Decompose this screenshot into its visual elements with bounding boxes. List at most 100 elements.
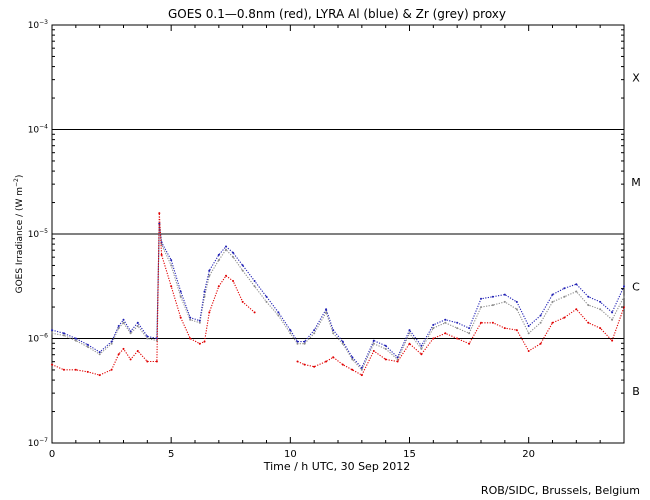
series-1f1fb4 xyxy=(51,222,625,369)
data-point xyxy=(384,358,387,361)
data-point xyxy=(575,290,578,293)
data-point xyxy=(372,350,375,352)
x-tick-label: 10 xyxy=(284,449,297,460)
data-point xyxy=(456,337,459,340)
data-point xyxy=(62,368,65,371)
data-point xyxy=(611,311,614,314)
data-point xyxy=(303,342,306,345)
data-point xyxy=(384,347,387,350)
data-point xyxy=(158,222,161,225)
data-point xyxy=(515,329,518,332)
data-point xyxy=(198,319,201,322)
data-point xyxy=(122,347,125,350)
data-point xyxy=(351,356,354,359)
data-point xyxy=(313,329,316,332)
y-tick-label: 10−5 xyxy=(28,228,48,240)
data-point xyxy=(158,212,161,215)
data-point xyxy=(360,374,363,377)
data-point xyxy=(444,332,447,335)
data-point xyxy=(74,339,77,342)
data-point xyxy=(117,325,120,327)
data-point xyxy=(253,285,256,288)
data-point xyxy=(515,300,518,303)
data-point xyxy=(98,374,101,377)
series-trace xyxy=(51,223,625,369)
data-point xyxy=(51,332,53,335)
data-point xyxy=(372,339,375,342)
data-point xyxy=(225,274,227,277)
data-point xyxy=(551,300,554,303)
data-point xyxy=(74,337,77,340)
data-point xyxy=(51,329,53,332)
flare-class-label: B xyxy=(632,385,640,398)
data-point xyxy=(551,321,554,324)
data-point xyxy=(599,308,602,311)
data-point xyxy=(351,368,354,371)
data-point xyxy=(351,358,354,361)
data-point xyxy=(170,285,173,288)
data-point xyxy=(432,337,435,340)
data-point xyxy=(98,353,101,356)
data-point xyxy=(170,264,173,267)
data-point xyxy=(551,293,554,296)
flare-class-label: X xyxy=(632,71,640,84)
data-point xyxy=(170,259,173,262)
flare-class-lines xyxy=(52,129,624,339)
data-point xyxy=(599,327,602,330)
data-point xyxy=(62,332,65,335)
data-point xyxy=(587,295,590,298)
data-point xyxy=(110,368,113,371)
data-point xyxy=(563,295,566,298)
data-point xyxy=(277,311,280,314)
data-point xyxy=(296,360,299,363)
data-point xyxy=(129,330,132,333)
data-point xyxy=(503,293,506,296)
data-point xyxy=(117,353,120,356)
flare-class-label: M xyxy=(631,176,641,189)
data-point xyxy=(232,280,235,282)
y-tick-label: 10−7 xyxy=(28,437,48,449)
data-point xyxy=(198,321,201,324)
data-point xyxy=(341,340,344,343)
data-point xyxy=(491,295,494,298)
y-axis-label-sup: −2 xyxy=(13,178,20,187)
data-point xyxy=(332,356,335,359)
x-tick-label: 0 xyxy=(49,449,55,460)
data-point xyxy=(179,295,182,298)
data-point xyxy=(468,332,471,335)
data-point xyxy=(527,332,530,335)
data-point xyxy=(241,300,244,303)
data-point xyxy=(332,329,335,332)
data-point xyxy=(217,285,220,288)
data-point xyxy=(155,360,158,363)
data-point xyxy=(253,311,256,314)
data-point xyxy=(74,368,77,371)
data-point xyxy=(313,332,316,335)
data-point xyxy=(136,321,139,324)
data-point xyxy=(179,290,182,293)
data-point xyxy=(225,248,227,251)
data-point xyxy=(296,342,299,345)
y-axis-label-close: ) xyxy=(15,175,25,179)
data-point xyxy=(408,329,411,332)
data-point xyxy=(189,337,192,340)
data-point xyxy=(189,318,192,321)
data-point xyxy=(289,329,292,332)
data-point xyxy=(129,358,132,361)
data-point xyxy=(98,351,101,354)
data-point xyxy=(296,340,299,343)
data-point xyxy=(527,350,530,352)
data-point xyxy=(241,264,244,267)
data-point xyxy=(503,327,506,330)
data-point xyxy=(155,339,158,342)
x-axis-ticks: 0 5 10 15 20 xyxy=(49,25,625,460)
data-point xyxy=(146,337,149,340)
data-point xyxy=(341,363,344,366)
data-point xyxy=(611,339,614,342)
data-point xyxy=(86,343,89,346)
data-point xyxy=(325,360,328,363)
data-point xyxy=(456,327,459,330)
data-point xyxy=(86,345,89,348)
data-point xyxy=(51,363,53,366)
data-point xyxy=(179,316,182,319)
